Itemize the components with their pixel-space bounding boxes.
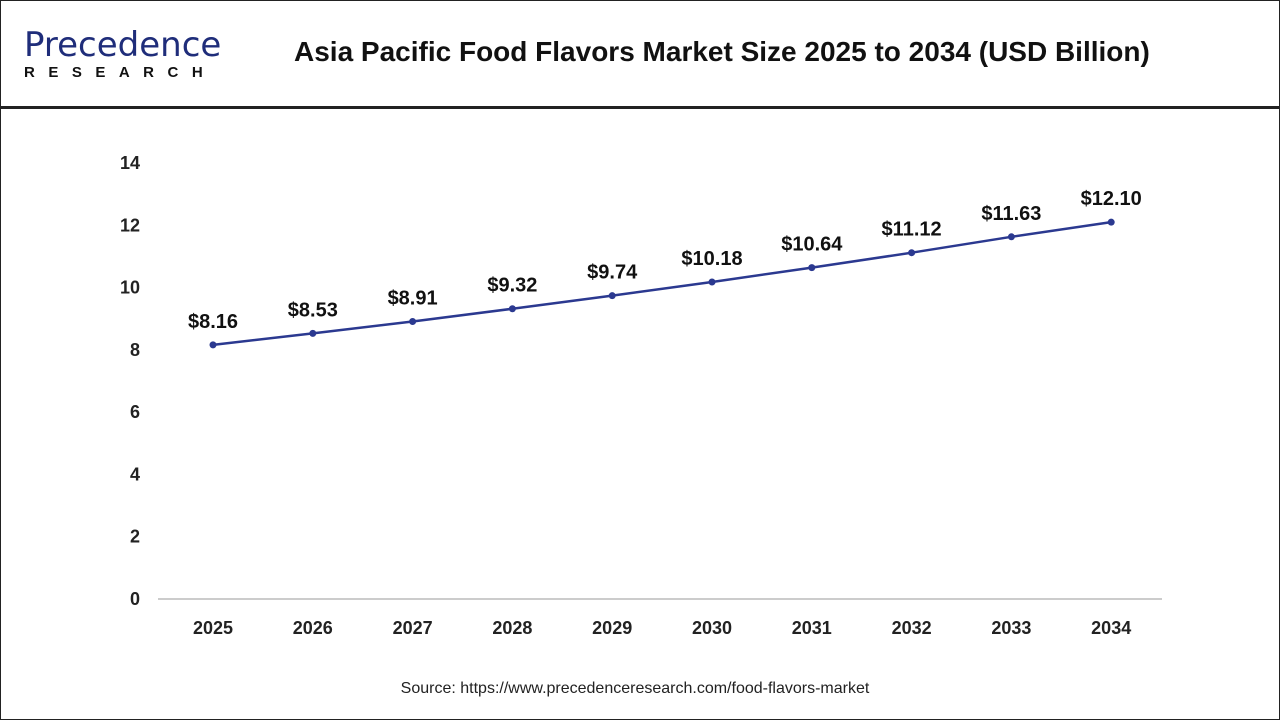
data-point — [808, 264, 816, 272]
chart-title: Asia Pacific Food Flavors Market Size 20… — [294, 36, 1150, 67]
data-point — [1107, 218, 1115, 226]
data-label: $8.91 — [388, 288, 438, 310]
x-tick-label: 2030 — [692, 618, 732, 638]
data-label: $9.32 — [487, 275, 537, 297]
series-line — [212, 220, 1112, 347]
data-point — [908, 249, 916, 257]
data-point — [309, 329, 317, 337]
x-tick-label: 2027 — [393, 618, 433, 638]
data-label: $10.64 — [781, 234, 843, 256]
x-tick-label: 2025 — [193, 618, 233, 638]
data-label: $12.10 — [1081, 188, 1142, 210]
source-text: Source: https://www.precedenceresearch.c… — [400, 680, 870, 697]
x-tick-label: 2031 — [792, 618, 832, 638]
data-point — [1007, 233, 1015, 241]
data-label: $11.63 — [981, 203, 1041, 225]
x-tick-label: 2034 — [1091, 618, 1131, 638]
y-tick-label: 6 — [130, 402, 140, 422]
data-point — [409, 318, 417, 326]
y-tick-label: 14 — [120, 153, 140, 173]
x-tick-label: 2028 — [492, 618, 532, 638]
y-tick-label: 0 — [130, 589, 140, 609]
x-tick-label: 2026 — [293, 618, 333, 638]
data-point — [508, 305, 516, 313]
x-tick-label: 2029 — [592, 618, 632, 638]
y-tick-label: 8 — [130, 340, 140, 360]
precedence-research-logo: Precedence RESEARCH — [24, 28, 221, 81]
logo-text: Precedence — [24, 25, 222, 65]
y-tick-label: 4 — [130, 464, 140, 484]
logo-subtext: RESEARCH — [24, 64, 217, 81]
data-point — [209, 341, 217, 349]
data-label: $11.12 — [882, 219, 942, 241]
data-point — [608, 292, 616, 300]
data-label: $9.74 — [587, 262, 638, 284]
y-tick-label: 10 — [120, 278, 140, 298]
y-tick-label: 2 — [130, 527, 140, 547]
x-tick-label: 2032 — [892, 618, 932, 638]
x-tick-label: 2033 — [991, 618, 1031, 638]
data-label: $8.16 — [188, 311, 238, 333]
data-label: $10.18 — [681, 248, 742, 270]
data-point — [708, 278, 716, 286]
data-label: $8.53 — [288, 299, 338, 321]
header: Precedence RESEARCH Asia Pacific Food Fl… — [0, 0, 1280, 109]
y-tick-label: 12 — [120, 215, 140, 235]
